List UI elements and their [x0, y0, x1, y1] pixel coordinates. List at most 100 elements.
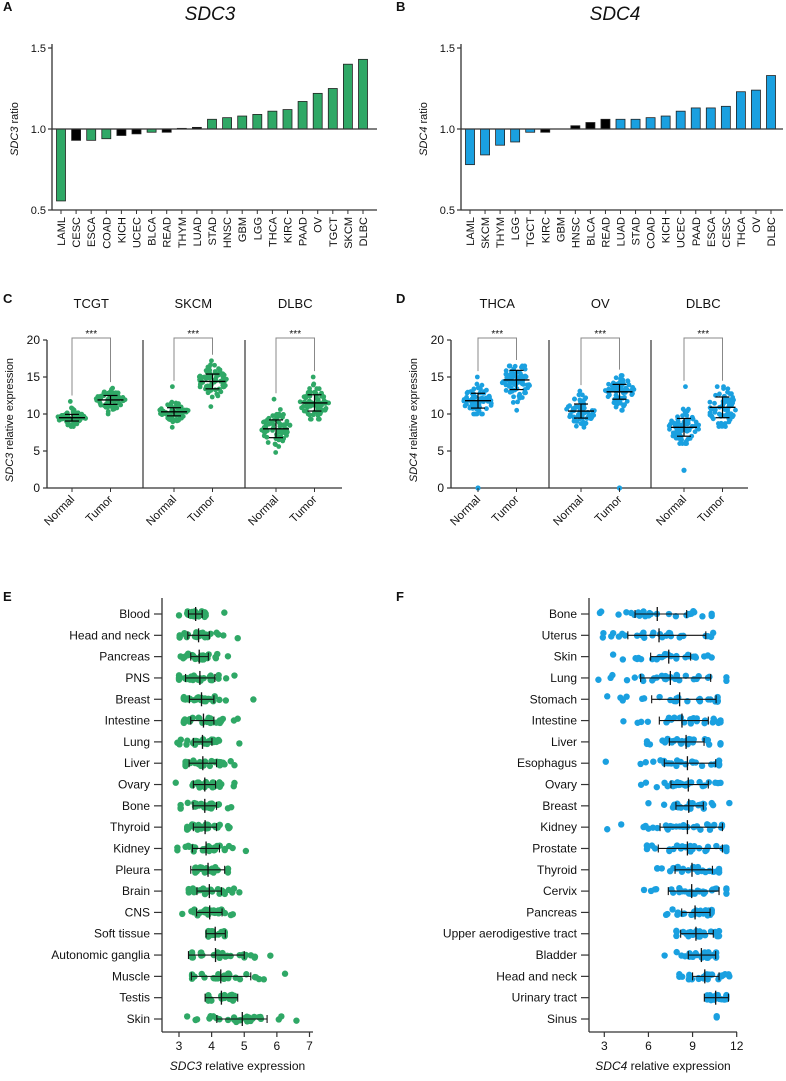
row-label: Kidney: [113, 841, 150, 855]
data-point: [307, 412, 313, 418]
category-label: LUAD: [192, 217, 204, 246]
data-point: [198, 970, 205, 978]
data-point: [220, 632, 227, 639]
data-point: [281, 970, 289, 977]
category-label: STAD: [631, 217, 643, 246]
data-point: [224, 1016, 232, 1024]
category-label: LAML: [465, 217, 477, 246]
tissue-row: Testis: [119, 990, 239, 1005]
data-point: [705, 741, 713, 748]
data-point: [642, 822, 649, 830]
data-point: [642, 779, 650, 786]
data-point: [678, 428, 684, 434]
data-point: [646, 741, 654, 748]
tissue-row: PNS: [125, 670, 238, 685]
tissue-row: Head and neck: [69, 628, 241, 643]
data-point: [701, 719, 708, 727]
data-point: [723, 424, 728, 429]
x-tick-label: 6: [645, 1039, 652, 1053]
data-point: [654, 864, 661, 872]
data-point: [261, 433, 267, 439]
data-point: [192, 869, 199, 876]
data-point: [208, 931, 216, 939]
category-label: READ: [600, 217, 612, 248]
x-label-gene: SDC4: [595, 1059, 627, 1073]
data-point: [645, 799, 652, 807]
category-label: ESCA: [86, 216, 98, 247]
group-title: THCA: [480, 296, 516, 311]
data-point: [95, 394, 101, 399]
data-point: [681, 953, 689, 960]
data-point: [216, 954, 223, 962]
data-point: [184, 650, 192, 657]
data-point: [169, 384, 175, 390]
data-point: [711, 821, 718, 829]
bar-chart-B: SDC4 1.5 1.0 0.5 SDC4 ratio LAML SKCM THYM LGG TG…: [418, 4, 783, 249]
data-point: [219, 888, 226, 896]
data-point: [580, 392, 585, 398]
data-point: [67, 399, 73, 404]
data-point: [708, 909, 715, 917]
data-point: [278, 1013, 285, 1020]
category-label: DLBC: [358, 217, 370, 246]
data-point: [214, 650, 221, 658]
bar-PAAD: [690, 107, 701, 130]
y-label-suffix: relative expression: [4, 358, 16, 453]
data-point: [640, 695, 648, 702]
data-point: [297, 399, 303, 405]
row-label: Urinary tract: [512, 991, 578, 1005]
data-point: [708, 610, 715, 618]
data-point: [623, 693, 630, 700]
bar-LAML: [465, 128, 475, 166]
group-title: OV: [591, 296, 610, 311]
data-point: [314, 386, 320, 392]
data-point: [474, 411, 480, 417]
row-label: Thyroid: [110, 820, 150, 834]
bar-TGCT: [327, 88, 338, 130]
panel-label: E: [3, 589, 12, 604]
data-point: [225, 886, 233, 894]
row-label: Lung: [550, 671, 577, 685]
data-point: [715, 421, 721, 426]
row-label: Head and neck: [496, 969, 578, 983]
data-point: [723, 674, 730, 681]
data-point: [625, 378, 631, 384]
data-point: [198, 949, 205, 956]
row-label: Pancreas: [526, 905, 577, 919]
data-point: [170, 419, 176, 425]
data-point: [523, 390, 528, 396]
data-point: [707, 928, 715, 935]
data-point: [608, 633, 615, 640]
significance-bracket: [173, 337, 213, 381]
x-tick-label: Tumor: [288, 494, 320, 526]
data-point: [517, 395, 523, 401]
data-point: [527, 383, 532, 389]
category-label: OV: [313, 216, 325, 233]
data-point: [172, 779, 179, 786]
data-point: [622, 402, 627, 408]
data-point: [197, 373, 203, 379]
tissue-row: CNS: [125, 905, 237, 920]
tissue-row: Kidney: [113, 841, 250, 856]
data-point: [169, 399, 175, 405]
data-point: [113, 396, 118, 402]
x-tick-label: 9: [689, 1039, 696, 1053]
category-label: THCA: [267, 216, 279, 247]
data-point: [242, 847, 250, 855]
x-label-gene: SDC3: [170, 1059, 202, 1073]
data-point: [203, 368, 209, 373]
data-point: [697, 826, 704, 833]
x-tick-label: Tumor: [490, 494, 522, 526]
data-point: [267, 952, 274, 959]
row-label: Ovary: [545, 778, 577, 792]
data-point: [573, 404, 579, 410]
data-point: [701, 782, 708, 789]
data-point: [236, 740, 243, 747]
data-point: [469, 400, 475, 406]
data-point: [197, 629, 205, 637]
bar-SKCM: [342, 63, 353, 130]
category-label: STAD: [207, 217, 219, 246]
panel-label: A: [3, 0, 13, 14]
tissue-row: Skin: [127, 1012, 300, 1026]
